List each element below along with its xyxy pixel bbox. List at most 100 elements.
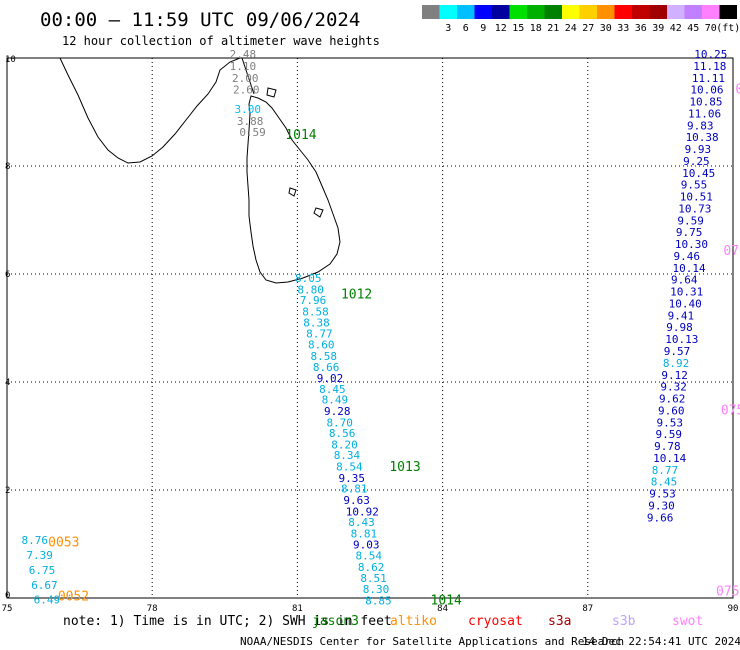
y-tick-label: 10 <box>5 55 16 65</box>
india-coastline <box>59 57 241 164</box>
swh-value: 10.25 <box>694 48 727 61</box>
swh-value: 8.43 <box>348 516 375 529</box>
swh-value: 9.53 <box>649 488 676 501</box>
legend-swatch <box>439 5 457 19</box>
pass-time-label: 07 <box>735 83 740 98</box>
swh-value: 3.88 <box>237 115 264 128</box>
track-west: 8.76 7.39 6.75 6.676.49 <box>22 534 61 606</box>
color-legend: 3 6 9 12 15 18 21 24 27 30 33 36 39 42 45 70 (ft) <box>422 5 740 34</box>
swh-value: 9.25 <box>683 155 710 168</box>
legend-swatch <box>632 5 650 19</box>
legend-swatch <box>562 5 580 19</box>
legend-unit: (ft) <box>716 23 740 34</box>
legend-swatch <box>684 5 702 19</box>
swh-value: 7.96 <box>300 294 327 307</box>
swh-value: 8.38 <box>303 316 330 329</box>
y-tick-label: 6 <box>5 270 10 280</box>
swh-value: 9.12 <box>661 369 688 382</box>
india-east-coastline <box>241 57 255 95</box>
legend-label: 36 <box>635 23 647 34</box>
swh-value: 11.11 <box>692 72 725 85</box>
coastline <box>59 57 341 284</box>
swh-value: 10.30 <box>675 238 708 251</box>
swh-value: 9.83 <box>687 119 714 132</box>
swh-value: 2.00 <box>232 72 259 85</box>
footer-timestamp: 14 Dec 22:54:41 UTC 2024 <box>582 635 740 648</box>
satellite-label: swot <box>672 614 703 629</box>
track-india-coast: 2.481.102.002.60 3.003.880.59 <box>230 48 266 139</box>
legend-label: 15 <box>512 23 524 34</box>
track-east: 10.2511.1811.1110.0610.8511.069.8310.389… <box>647 48 728 524</box>
swh-value: 9.63 <box>343 494 370 507</box>
swh-value: 9.02 <box>317 372 344 385</box>
swh-value: 8.70 <box>326 416 353 429</box>
satellite-label: cryosat <box>468 614 523 629</box>
footer-credit: NOAA/NESDIS Center for Satellite Applica… <box>240 635 624 648</box>
swh-value: 8.62 <box>358 561 385 574</box>
swh-value: 10.73 <box>678 202 711 215</box>
map-title: 00:00 – 11:59 UTC 09/06/2024 <box>40 9 360 31</box>
swh-value: 8.58 <box>302 306 329 319</box>
swh-value: 9.35 <box>339 472 366 485</box>
x-tick-label: 78 <box>147 604 158 614</box>
footer-note: note: 1) Time is in UTC; 2) SWH is in fe… <box>63 614 392 629</box>
swh-value: 9.41 <box>668 309 695 322</box>
swh-value: 6.67 <box>31 579 58 592</box>
satellite-legend: jason3 altiko cryosat s3a s3b swot <box>312 614 703 629</box>
swh-value: 2.60 <box>233 84 260 97</box>
swh-value: 10.31 <box>670 286 703 299</box>
axis-ticks: 75 78 81 84 87 90 0 2 4 6 8 10 <box>2 55 739 614</box>
x-tick-label: 90 <box>728 604 739 614</box>
pass-time-label: 0052 <box>58 590 89 605</box>
swh-value: 10.40 <box>669 297 702 310</box>
swh-value: 10.92 <box>346 505 379 518</box>
swh-value: 10.45 <box>682 167 715 180</box>
legend-swatch <box>474 5 492 19</box>
legend-label: 30 <box>600 23 612 34</box>
sri-lanka-inlet-3 <box>266 87 277 98</box>
swh-value: 8.85 <box>365 594 392 607</box>
swh-value: 10.14 <box>653 452 686 465</box>
swh-value: 10.51 <box>680 191 713 204</box>
swh-value: 9.32 <box>660 381 687 394</box>
legend-swatch <box>719 5 737 19</box>
swh-value: 9.53 <box>657 416 684 429</box>
legend-label: 70 <box>705 23 717 34</box>
legend-label: 27 <box>582 23 594 34</box>
legend-label: 6 <box>463 23 469 34</box>
swh-value: 10.06 <box>690 84 723 97</box>
legend-swatch <box>579 5 597 19</box>
swh-value: 8.81 <box>351 528 378 541</box>
legend-label: 21 <box>547 23 559 34</box>
pass-time-label: 0751 <box>721 403 740 418</box>
swh-value: 9.57 <box>664 345 691 358</box>
sri-lanka-coastline <box>246 95 341 284</box>
legend-swatch <box>527 5 545 19</box>
x-tick-label: 84 <box>437 604 448 614</box>
pass-time-label: 1014 <box>285 128 316 143</box>
swh-value: 6.75 <box>29 564 55 577</box>
swh-value: 9.66 <box>647 511 674 524</box>
swh-value: 10.38 <box>686 131 719 144</box>
y-tick-label: 0 <box>5 591 10 601</box>
swh-value: 9.46 <box>673 250 700 263</box>
swh-value: 9.59 <box>656 428 683 441</box>
y-tick-label: 2 <box>5 486 10 496</box>
sri-lanka-inlet-2 <box>313 207 324 218</box>
swh-value: 9.55 <box>681 179 708 192</box>
legend-label: 24 <box>565 23 577 34</box>
swh-value: 8.80 <box>297 283 324 296</box>
x-tick-label: 87 <box>582 604 593 614</box>
swh-value: 0.59 <box>239 126 266 139</box>
swh-value: 9.98 <box>666 321 693 334</box>
map-subtitle: 12 hour collection of altimeter wave hei… <box>62 34 380 48</box>
plot-frame <box>6 57 734 599</box>
legend-swatch <box>667 5 685 19</box>
satellite-label: jason3 <box>312 614 359 629</box>
swh-value: 11.06 <box>688 107 721 120</box>
swh-value: 10.14 <box>673 262 706 275</box>
lat-lon-grid <box>7 58 733 598</box>
